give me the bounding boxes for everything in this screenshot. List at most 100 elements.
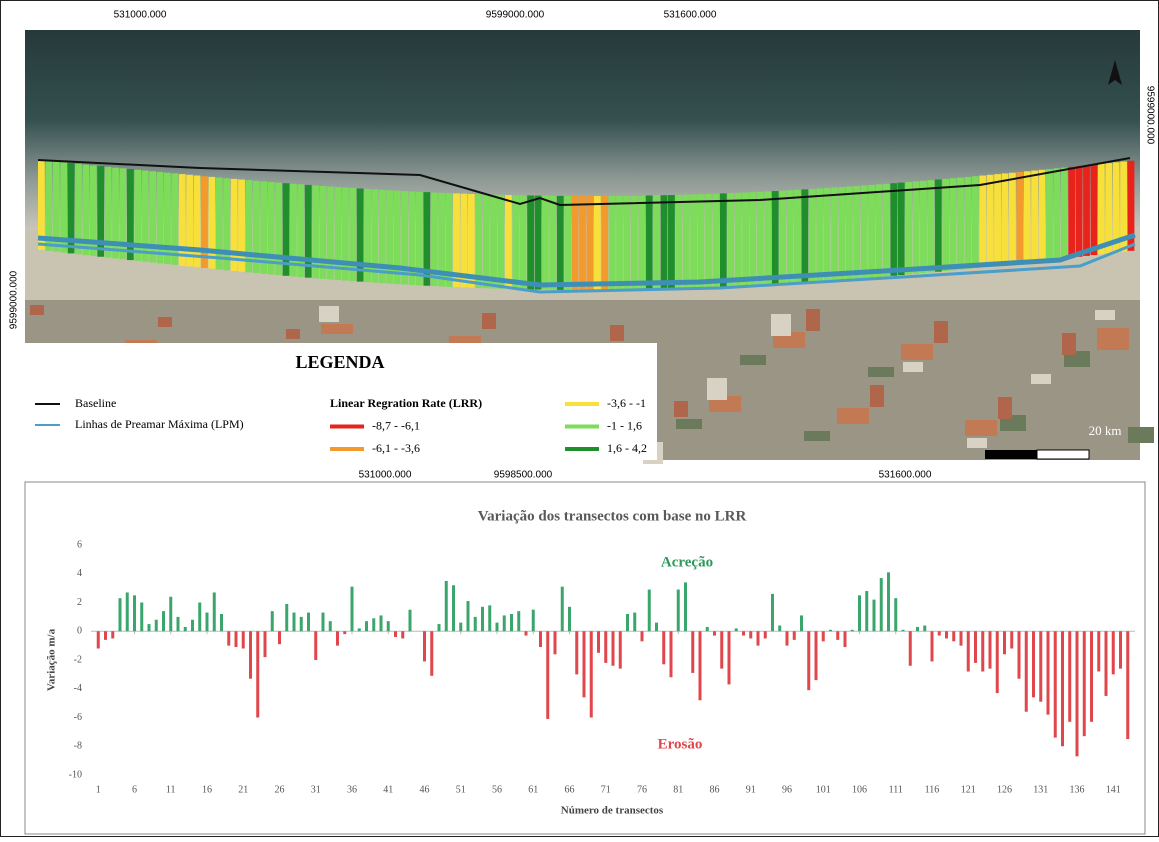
bar — [314, 631, 318, 660]
transect — [497, 194, 505, 289]
transect — [230, 178, 238, 271]
x-tick-label: 26 — [275, 784, 285, 795]
transect — [875, 184, 883, 278]
bar — [937, 631, 941, 636]
building — [482, 313, 496, 329]
transect — [356, 188, 364, 282]
chart-title: Variação dos transectos com base no LRR — [478, 508, 747, 524]
transect — [682, 194, 690, 289]
bar — [140, 602, 144, 632]
bar — [1003, 631, 1006, 655]
building — [707, 378, 727, 400]
transect — [290, 183, 297, 277]
x-tick-label: 1 — [96, 784, 101, 795]
legend-title: LEGENDA — [295, 352, 384, 372]
annotation: Erosão — [658, 736, 703, 752]
bar — [872, 599, 876, 632]
bar — [546, 631, 550, 719]
bar — [734, 628, 738, 632]
transect — [838, 187, 846, 281]
transect — [897, 182, 905, 276]
bar — [669, 631, 673, 678]
transect — [208, 176, 216, 269]
transect — [1053, 168, 1061, 260]
transect — [134, 169, 142, 261]
transect — [860, 185, 868, 279]
building — [30, 305, 44, 315]
transect — [1046, 169, 1053, 261]
transect — [623, 195, 631, 290]
legend-box — [25, 343, 657, 460]
bar — [568, 606, 571, 632]
legend-label: Linhas de Preamar Máxima (LPM) — [75, 417, 244, 431]
transect — [727, 193, 735, 287]
transect — [653, 195, 661, 290]
building — [676, 419, 702, 429]
bar — [299, 616, 303, 632]
coord-label: 9599000.000 — [9, 270, 20, 329]
bar — [169, 596, 173, 632]
bar — [205, 612, 209, 632]
x-tick-label: 16 — [202, 784, 212, 795]
building — [740, 355, 766, 365]
bar — [372, 618, 376, 632]
bar — [444, 580, 448, 632]
legend-label: -8,7 - -6,1 — [372, 418, 420, 432]
transect — [630, 195, 638, 290]
transect — [304, 184, 312, 278]
transect — [267, 182, 275, 275]
transect — [1105, 163, 1113, 254]
x-tick-label: 141 — [1106, 784, 1121, 795]
bar — [684, 582, 687, 632]
bar — [908, 631, 912, 666]
transect — [890, 183, 898, 276]
transect — [534, 195, 542, 290]
building — [1097, 328, 1129, 350]
x-tick-label: 21 — [238, 784, 248, 795]
transect — [912, 181, 920, 274]
bar — [879, 578, 883, 632]
bar — [270, 611, 274, 632]
x-tick-label: 91 — [746, 784, 756, 795]
transect — [638, 195, 646, 290]
bar — [807, 631, 811, 691]
bar — [154, 619, 158, 632]
transect — [423, 192, 431, 286]
bar — [220, 614, 223, 632]
coord-label: 531000.000 — [359, 470, 412, 481]
bar — [1097, 631, 1101, 672]
coord-label: 531600.000 — [879, 470, 932, 481]
bar — [763, 631, 767, 639]
bar — [705, 626, 709, 632]
x-tick-label: 76 — [637, 784, 647, 795]
bar — [887, 572, 890, 632]
bar — [234, 631, 238, 648]
bar — [459, 622, 463, 632]
bar — [1075, 631, 1079, 757]
bar — [836, 631, 840, 640]
x-tick-label: 71 — [601, 784, 611, 795]
transect — [986, 174, 994, 267]
transect — [467, 193, 475, 288]
building — [771, 314, 791, 336]
transect — [349, 188, 357, 282]
bar — [408, 609, 412, 632]
building — [674, 401, 688, 417]
transect — [831, 187, 838, 281]
transect — [156, 171, 164, 264]
building — [1095, 310, 1115, 320]
bar — [974, 631, 977, 663]
bar — [698, 631, 702, 701]
transect — [668, 195, 675, 289]
bar — [611, 631, 615, 666]
bar — [473, 616, 477, 632]
transect — [453, 193, 460, 288]
building — [449, 336, 481, 346]
transect — [690, 194, 698, 289]
transect — [964, 176, 972, 269]
bar — [125, 592, 129, 632]
bar — [321, 612, 325, 632]
y-tick-label: -6 — [74, 712, 82, 723]
transect — [149, 171, 156, 263]
transect — [905, 182, 913, 275]
